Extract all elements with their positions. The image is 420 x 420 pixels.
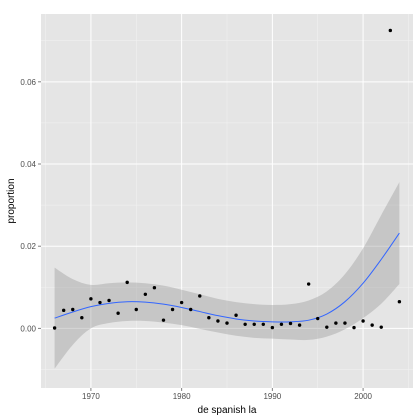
x-tick-label: 1990 [263,392,281,401]
data-point [225,321,229,325]
data-point [61,308,66,313]
data-point [279,322,284,326]
x-tick-label: 1970 [82,392,100,401]
data-point [161,318,166,322]
data-point [80,316,84,320]
data-point [306,282,311,286]
data-point [297,323,302,327]
points-layer [52,28,402,330]
y-tick-label: 0.02 [20,242,36,251]
y-tick-label: 0.06 [20,78,36,87]
smooth-fit-line [54,232,400,323]
y-tick-label: 0.00 [20,324,36,333]
data-point [152,286,157,290]
data-point [198,294,202,298]
data-point [379,325,383,329]
y-axis-title: proportion [6,178,17,223]
data-point [116,311,120,315]
data-point [170,307,175,312]
data-point [89,297,93,301]
data-point [370,323,374,327]
y-axis: 0.00 0.02 0.04 0.06 [20,78,41,333]
data-point [261,322,265,326]
data-point [243,322,247,326]
data-point [361,319,365,323]
data-point [270,325,275,330]
data-point [388,28,393,33]
x-axis-title: de spanish la [198,405,257,416]
data-point [325,325,329,329]
x-axis: 1970 1980 1990 2000 [82,388,373,401]
minor-gridlines [41,14,413,388]
data-point [71,307,75,312]
data-point [216,319,220,323]
confidence-ribbon-layer [54,182,400,369]
data-point [234,313,238,317]
data-point [125,280,129,285]
data-point [288,321,293,326]
y-tick-label: 0.04 [20,160,36,169]
data-point [334,321,338,325]
data-point [343,321,347,325]
data-point [397,299,402,304]
data-point [98,300,102,305]
x-tick-label: 2000 [354,392,372,401]
data-point [134,307,138,312]
x-tick-label: 1980 [173,392,191,401]
data-point [143,292,148,296]
data-point [352,325,356,330]
confidence-ribbon [54,182,400,369]
smooth-line-layer [54,232,400,323]
data-point [207,316,211,320]
data-point [189,307,193,312]
major-gridlines [41,14,413,388]
data-point [107,298,111,303]
data-point [316,316,320,321]
data-point [179,300,184,305]
data-point [252,322,256,326]
data-point [52,326,57,330]
